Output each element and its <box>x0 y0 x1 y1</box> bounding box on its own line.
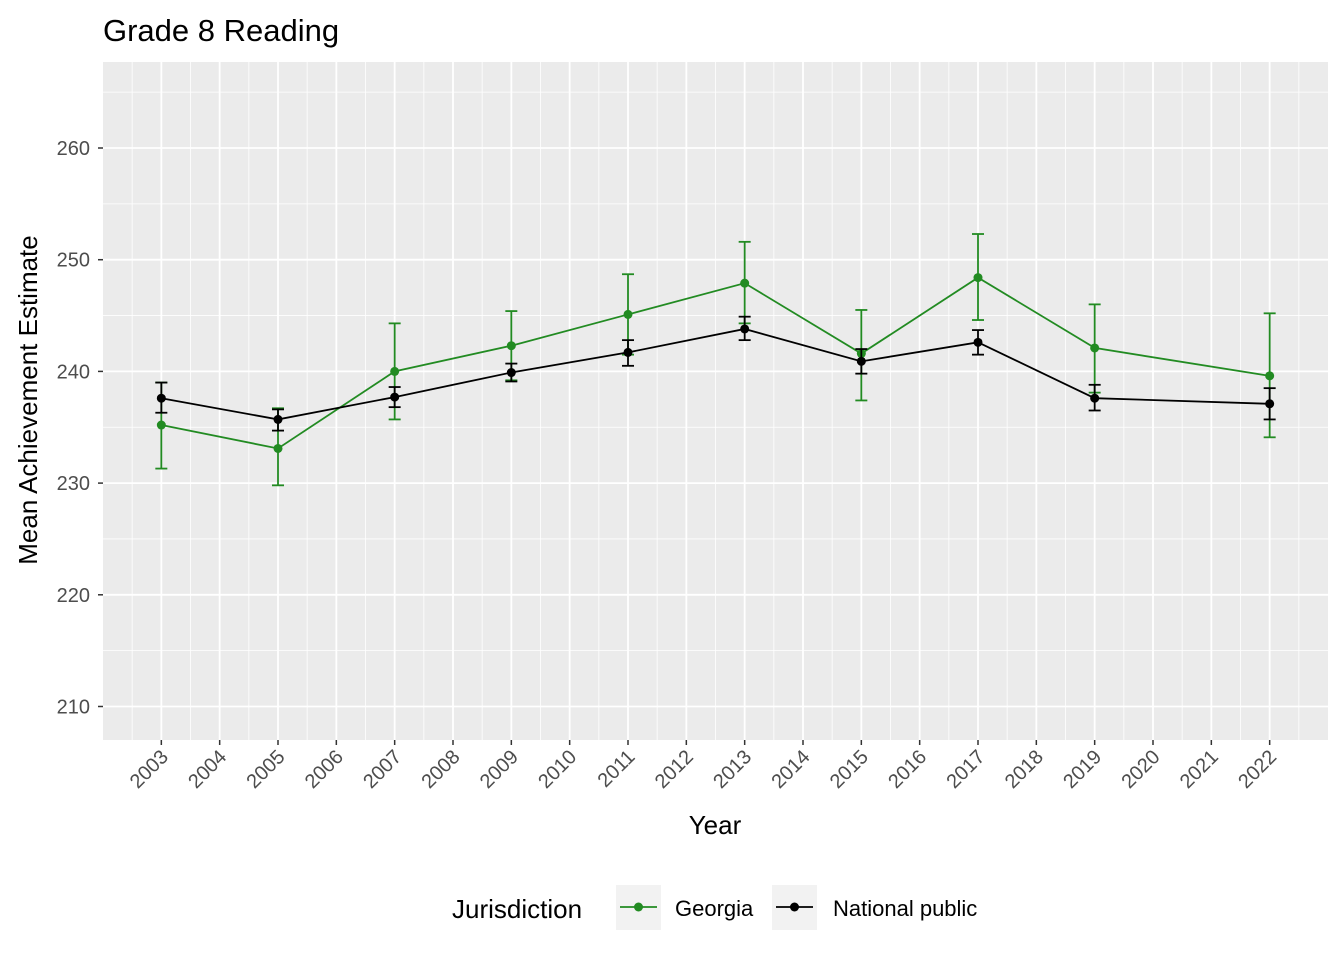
x-tick-label: 2016 <box>884 746 931 793</box>
x-tick-label: 2022 <box>1234 746 1281 793</box>
series-line <box>161 328 1270 421</box>
x-tick-label: 2009 <box>476 746 523 793</box>
x-tick-label: 2011 <box>594 746 640 792</box>
data-point <box>623 347 633 357</box>
x-tick-label: 2003 <box>126 746 173 793</box>
x-tick-label: 2019 <box>1059 746 1106 793</box>
data-point <box>273 443 283 453</box>
series-line <box>161 276 1270 450</box>
data-point <box>273 414 283 424</box>
x-tick-label: 2014 <box>768 746 815 793</box>
data-point <box>740 278 750 288</box>
data-point <box>506 341 516 351</box>
y-axis-title: Mean Achievement Estimate <box>13 235 43 565</box>
series-national-public <box>155 315 1276 432</box>
x-tick-label: 2020 <box>1118 746 1165 793</box>
x-tick-label: 2013 <box>709 746 756 793</box>
data-point <box>1090 393 1100 403</box>
x-tick-label: 2006 <box>301 746 348 793</box>
x-tick-label: 2008 <box>418 746 465 793</box>
data-point <box>390 366 400 376</box>
data-point <box>973 273 983 283</box>
legend-title: Jurisdiction <box>452 894 582 924</box>
x-tick-label: 2005 <box>243 746 290 793</box>
data-point <box>506 368 516 378</box>
data-point <box>1265 399 1275 409</box>
x-tick-label: 2017 <box>943 746 990 793</box>
x-tick-label: 2012 <box>651 746 698 793</box>
x-tick-label: 2004 <box>184 746 231 793</box>
x-tick-label: 2015 <box>826 746 873 793</box>
y-tick-label: 240 <box>57 361 90 383</box>
legend-key-point <box>790 902 799 912</box>
x-tick-label: 2010 <box>534 746 581 793</box>
data-point <box>156 393 166 403</box>
legend-label: Georgia <box>675 896 754 921</box>
x-tick-label: 2007 <box>359 746 406 793</box>
data-point <box>740 324 750 334</box>
y-tick-label: 220 <box>57 585 90 607</box>
x-axis-title: Year <box>689 810 742 840</box>
legend: Jurisdiction Georgia National public <box>452 885 977 930</box>
chart-title: Grade 8 Reading <box>103 13 339 48</box>
data-marks <box>155 233 1276 487</box>
y-tick-label: 230 <box>57 473 90 495</box>
data-point <box>390 392 400 402</box>
data-point <box>623 309 633 319</box>
legend-label: National public <box>833 896 977 921</box>
x-tick-label: 2021 <box>1176 746 1223 793</box>
legend-key-point <box>634 902 643 912</box>
gridlines <box>103 62 1328 740</box>
x-tick-label: 2018 <box>1001 746 1048 793</box>
data-point <box>1265 371 1275 381</box>
y-tick-label: 260 <box>57 138 90 160</box>
y-tick-label: 250 <box>57 250 90 272</box>
data-point <box>156 420 166 430</box>
data-point <box>1090 343 1100 353</box>
data-point <box>973 337 983 347</box>
y-tick-label: 210 <box>57 696 90 718</box>
data-point <box>856 356 866 366</box>
